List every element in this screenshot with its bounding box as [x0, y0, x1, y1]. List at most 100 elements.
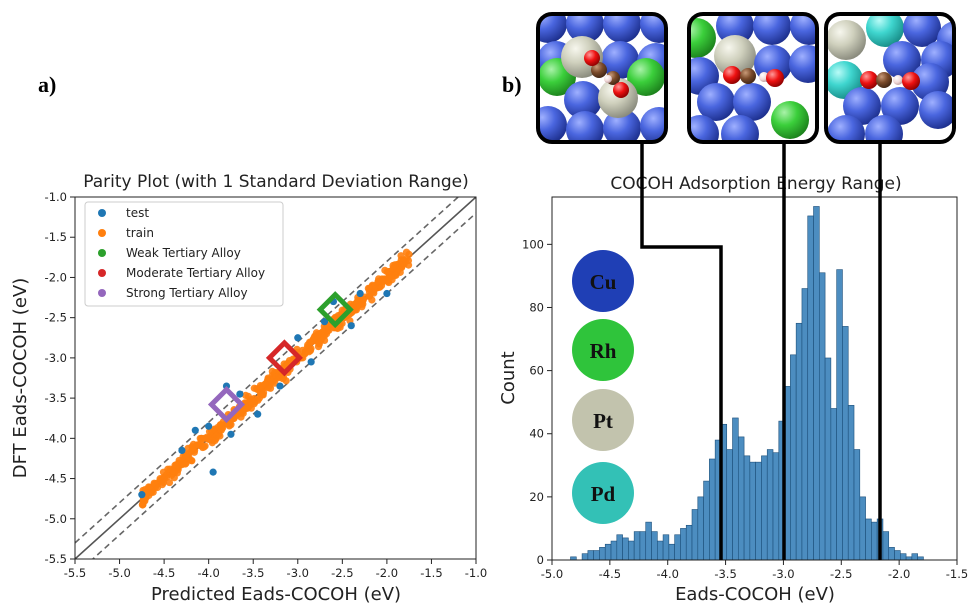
- histogram-bar: [610, 540, 618, 561]
- histogram-frame: [551, 196, 958, 561]
- histogram-bar: [899, 553, 907, 561]
- element-legend: Cu Rh Pt Pd: [572, 250, 634, 524]
- element-label-pd: Pd: [591, 482, 616, 506]
- histogram-bar: [703, 480, 710, 561]
- y-tick-label: -5.5: [45, 552, 67, 566]
- histogram-bar: [871, 521, 878, 561]
- legend-label-strong: Strong Tertiary Alloy: [126, 286, 248, 300]
- legend-label-moderate: Moderate Tertiary Alloy: [126, 266, 265, 280]
- histogram-bar: [807, 215, 814, 561]
- histogram-bar: [795, 322, 803, 561]
- y-tick-label: -1.5: [45, 230, 67, 244]
- y-tick-label: -2.5: [45, 311, 67, 325]
- y-tick-label: -4.5: [45, 472, 67, 486]
- x-tick-label: -4.0: [656, 567, 678, 581]
- x-tick-label: -5.0: [108, 566, 130, 580]
- inset-frame-2: [687, 12, 819, 144]
- test-point: [294, 334, 302, 342]
- histogram-bar: [622, 537, 629, 561]
- histogram-bar: [749, 461, 756, 561]
- parity-y-axis-label: DFT Eads-COCOH (eV): [10, 278, 31, 478]
- histogram-bar: [599, 547, 606, 561]
- parity-x-axis-label: Predicted Eads-COCOH (eV): [151, 584, 401, 604]
- y-tick-label: -3.0: [45, 351, 67, 365]
- train-point: [355, 301, 364, 309]
- train-point: [279, 373, 288, 382]
- histogram-bar: [766, 449, 774, 561]
- legend-label-test: test: [126, 206, 149, 220]
- test-point: [383, 289, 391, 298]
- histogram-bar: [616, 534, 623, 561]
- element-label-rh: Rh: [590, 339, 617, 363]
- train-point: [172, 461, 180, 469]
- histogram-bar: [587, 550, 594, 561]
- y-tick-label: -2.0: [45, 270, 67, 284]
- element-circle-pd: [572, 462, 634, 524]
- x-tick-label: -5.5: [64, 566, 86, 580]
- test-point: [276, 382, 284, 390]
- histogram-bar: [790, 354, 797, 561]
- element-circle-cu: [572, 250, 634, 312]
- train-point: [218, 423, 226, 431]
- train-point: [318, 334, 326, 342]
- histogram-bar: [882, 531, 890, 561]
- train-point: [161, 474, 169, 482]
- test-point: [205, 422, 213, 430]
- element-circle-pt: [572, 389, 634, 451]
- histogram-bar: [818, 272, 826, 561]
- parity-plot-frame: [74, 196, 477, 560]
- train-point: [403, 255, 411, 263]
- legend-marker-test: [98, 209, 106, 217]
- histogram-bar: [894, 550, 901, 561]
- legend-marker-strong: [98, 289, 106, 297]
- structure-inset-1: [536, 12, 668, 144]
- histogram-bar: [628, 540, 635, 561]
- test-point: [347, 322, 355, 330]
- connector-line-1: [640, 142, 723, 560]
- histogram-bar: [761, 455, 768, 561]
- moderate-alloy-marker: [265, 339, 303, 377]
- histogram-bar: [911, 553, 918, 561]
- histogram-bar: [842, 326, 849, 561]
- histogram-bar: [732, 417, 739, 561]
- strong-alloy-marker: [207, 386, 246, 424]
- histogram-x-axis-label: Eads-COCOH (eV): [675, 584, 835, 604]
- histogram-bar: [824, 357, 832, 561]
- histogram-bar: [737, 436, 745, 561]
- train-point: [211, 436, 219, 445]
- train-point: [402, 248, 411, 256]
- inset-frame-3: [824, 12, 956, 144]
- test-point: [178, 446, 186, 454]
- histogram-bar: [888, 547, 895, 561]
- train-point: [200, 443, 208, 451]
- y-tick-label: -4.0: [45, 431, 67, 445]
- train-point: [309, 336, 317, 344]
- legend-box: [84, 201, 284, 307]
- std-lower-line: [91, 212, 476, 559]
- train-point: [258, 391, 267, 399]
- histogram-bar: [813, 206, 820, 561]
- train-point: [205, 435, 213, 444]
- histogram-bar: [836, 269, 843, 561]
- y-tick-label: 0: [537, 553, 544, 567]
- y-tick-label: -3.5: [45, 391, 67, 405]
- histogram-bar: [651, 531, 658, 561]
- y-tick-label: 20: [529, 490, 544, 504]
- x-tick-label: -3.5: [714, 567, 736, 581]
- train-point: [182, 452, 190, 460]
- y-tick-label: -1.0: [45, 190, 67, 204]
- histogram-bar: [830, 408, 837, 561]
- train-point: [197, 434, 206, 443]
- parity-plot-title: Parity Plot (with 1 Standard Deviation R…: [83, 172, 469, 192]
- y-tick-label: -5.0: [45, 512, 67, 526]
- x-tick-label: -1.0: [465, 566, 487, 580]
- histogram-bar: [668, 543, 675, 561]
- x-tick-label: -1.5: [946, 567, 968, 581]
- x-tick-label: -2.5: [830, 567, 852, 581]
- x-tick-label: -2.5: [331, 566, 353, 580]
- element-label-pt: Pt: [593, 409, 613, 433]
- y-tick-label: 60: [529, 364, 544, 378]
- histogram-bar: [645, 521, 652, 561]
- test-point: [320, 318, 329, 326]
